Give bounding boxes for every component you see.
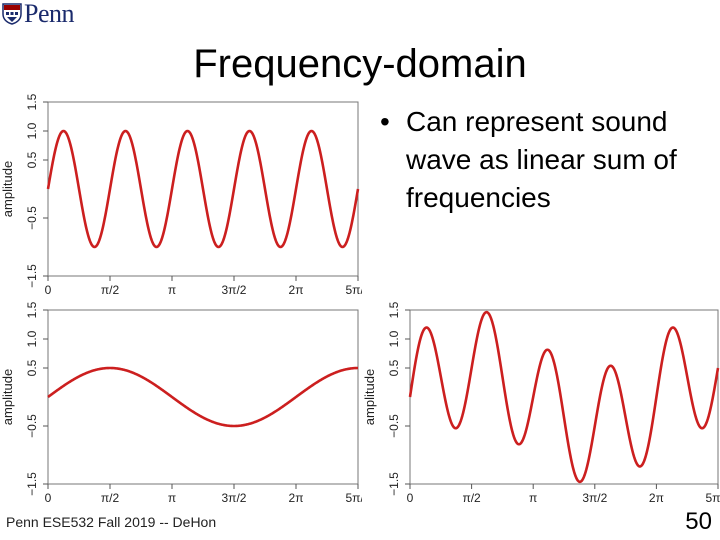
y-axis-label: amplitude xyxy=(0,161,15,217)
plot-low-frequency: −1.5 −0.5 0.5 1.0 1.5 amplitude 0 π/2 π 3π/2 2π 5π/… xyxy=(0,301,362,505)
x-tick-label: 0 xyxy=(45,491,52,505)
x-tick-label: π xyxy=(529,491,537,505)
y-tick-label: 1.5 xyxy=(25,301,39,318)
x-tick-label: 5π/2 xyxy=(706,491,720,505)
y-tick-label: 0.5 xyxy=(25,151,39,168)
series-line xyxy=(46,129,360,249)
slide-title: Frequency-domain xyxy=(193,42,527,86)
penn-shield-icon xyxy=(2,3,22,25)
page-number: 50 xyxy=(685,508,712,535)
x-tick-label: π xyxy=(168,283,176,297)
penn-logo: Penn xyxy=(2,0,102,28)
y-tick-label: −0.5 xyxy=(25,206,39,230)
series-line xyxy=(47,366,359,428)
y-tick-label: 1.0 xyxy=(387,330,401,347)
y-tick-label: −0.5 xyxy=(387,414,401,438)
y-tick-label: −0.5 xyxy=(25,414,39,438)
y-tick-label: 1.0 xyxy=(25,122,39,139)
plot-high-frequency: −1.5 −0.5 0.5 1.0 1.5 amplitude 0 π/2 π 3π/2 2π 5π/… xyxy=(0,93,362,297)
x-tick-label: π/2 xyxy=(101,491,120,505)
y-axis-label: amplitude xyxy=(362,369,377,425)
x-tick-label: 2π xyxy=(649,491,664,505)
y-tick-label: −1.5 xyxy=(387,472,401,496)
x-tick-label: 0 xyxy=(45,283,52,297)
bullet-dot: • xyxy=(380,106,390,137)
x-tick-label: π xyxy=(168,491,176,505)
penn-wordmark: Penn xyxy=(24,0,75,28)
y-tick-label: 1.5 xyxy=(25,93,39,110)
x-tick-label: 3π/2 xyxy=(222,491,247,505)
y-axis-label: amplitude xyxy=(0,369,15,425)
x-tick-label: π/2 xyxy=(462,491,481,505)
bullet-text: Can represent sound wave as linear sum o… xyxy=(406,106,677,213)
y-tick-label: 1.5 xyxy=(387,301,401,318)
x-tick-label: 0 xyxy=(407,491,414,505)
y-tick-label: 0.5 xyxy=(25,359,39,376)
plot-frame xyxy=(47,309,359,485)
y-tick-label: −1.5 xyxy=(25,472,39,496)
x-tick-label: 5π/2 xyxy=(346,283,362,297)
series-line xyxy=(408,310,720,484)
x-tick-label: 3π/2 xyxy=(222,283,247,297)
x-tick-label: 2π xyxy=(289,283,304,297)
y-tick-label: 0.5 xyxy=(387,359,401,376)
plot-sum-of-frequencies: −1.5 −0.5 0.5 1.0 1.5 amplitude 0 π/2 π 3π/2 2π 5π/… xyxy=(362,301,720,505)
y-tick-label: 1.0 xyxy=(25,330,39,347)
x-tick-label: 5π/2 xyxy=(346,491,362,505)
x-tick-label: 3π/2 xyxy=(582,491,607,505)
plot-frame xyxy=(409,309,719,485)
x-tick-label: π/2 xyxy=(101,283,120,297)
footer-text: Penn ESE532 Fall 2019 -- DeHon xyxy=(6,514,217,530)
y-tick-label: −1.5 xyxy=(25,264,39,288)
x-tick-label: 2π xyxy=(289,491,304,505)
